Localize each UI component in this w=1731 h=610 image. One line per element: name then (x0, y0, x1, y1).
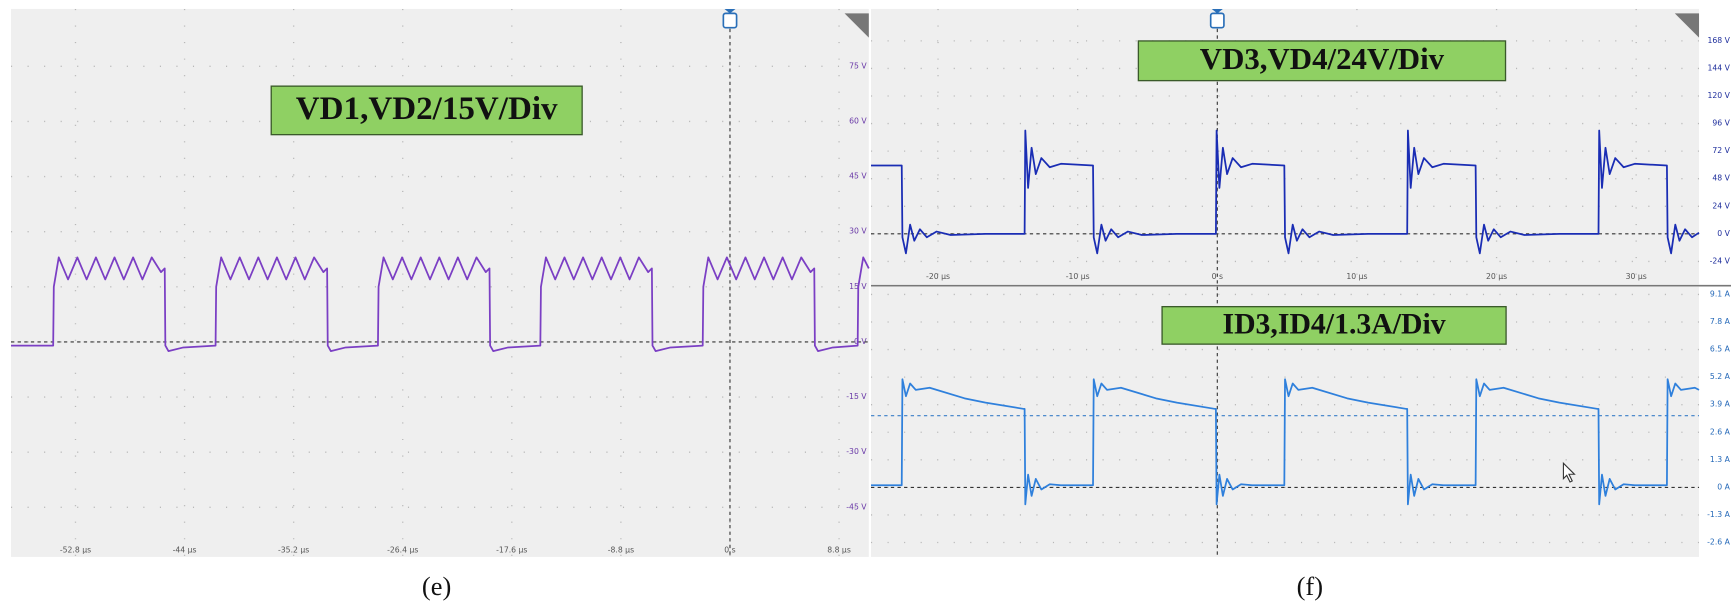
x-tick-label: -17.6 µs (496, 545, 527, 554)
scope-panel: 75 V60 V45 V30 V15 V0 V-15 V-30 V-45 V-5… (11, 9, 869, 557)
page: 75 V60 V45 V30 V15 V0 V-15 V-30 V-45 V-5… (0, 0, 1731, 610)
y-tick-label: 24 V (1712, 201, 1730, 210)
y-tick-label: 72 V (1712, 146, 1730, 155)
y-tick-label: 120 V (1707, 91, 1730, 100)
x-tick-label: -44 µs (173, 545, 197, 554)
y-tick-label: 30 V (849, 227, 867, 236)
y-tick-label: 96 V (1712, 119, 1730, 128)
trigger-icon (723, 13, 736, 27)
x-tick-label: -8.8 µs (608, 545, 634, 554)
x-tick-label: -35.2 µs (278, 545, 309, 554)
caption: (e) (422, 571, 451, 601)
y-tick-label: 3.9 A (1710, 400, 1731, 409)
caption: (f) (1297, 571, 1323, 601)
x-tick-label: -20 µs (926, 272, 950, 281)
scope-panel: 9.1 A 7.8 A 6.5 A 5.2 A 3.9 A 2.6 A 1.3 A 0 A -1… (871, 287, 1731, 557)
x-tick-label: -52.8 µs (60, 545, 91, 554)
y-tick-label: 9.1 A (1710, 289, 1731, 298)
y-tick-label: -1.3 A (1707, 510, 1730, 519)
y-tick-label: 45 V (849, 172, 867, 181)
y-tick-label: 144 V (1707, 63, 1730, 72)
figure: 75 V60 V45 V30 V15 V0 V-15 V-30 V-45 V-5… (0, 0, 1731, 610)
x-tick-label: -26.4 µs (387, 545, 418, 554)
title: ID3,ID4/1.3A/Div (1223, 307, 1446, 340)
title: VD1,VD2/15V/Div (296, 91, 558, 127)
y-tick-label: 1.3 A (1710, 455, 1731, 464)
y-tick-label: 48 V (1712, 174, 1730, 183)
y-tick-label: 75 V (849, 61, 867, 70)
y-tick-label: 0 A (1717, 482, 1730, 491)
x-tick-label: 8.8 µs (827, 545, 851, 554)
y-tick-label: 6.5 A (1710, 345, 1731, 354)
y-tick-label: 0 V (1717, 229, 1730, 238)
x-tick-label: -10 µs (1066, 272, 1090, 281)
y-tick-label: -15 V (846, 392, 867, 401)
y-tick-label: -2.6 A (1707, 538, 1730, 547)
x-tick-label: 20 µs (1486, 272, 1507, 281)
y-tick-label: 2.6 A (1710, 427, 1731, 436)
scope-panel: 168 V 144 V 120 V 96 V 72 V 48 V 24 V 0 V -24 V -… (871, 9, 1731, 285)
x-tick-label: 10 µs (1346, 272, 1367, 281)
y-tick-label: 7.8 A (1710, 317, 1731, 326)
y-tick-label: -45 V (846, 502, 867, 511)
y-tick-label: -30 V (846, 447, 867, 456)
y-tick-label: 60 V (849, 116, 867, 125)
y-tick-label: -24 V (1710, 256, 1731, 265)
trigger-icon (1211, 13, 1224, 27)
x-tick-label: 30 µs (1626, 272, 1647, 281)
y-tick-label: 168 V (1707, 36, 1730, 45)
title: VD3,VD4/24V/Div (1200, 41, 1445, 76)
y-tick-label: 5.2 A (1710, 372, 1731, 381)
